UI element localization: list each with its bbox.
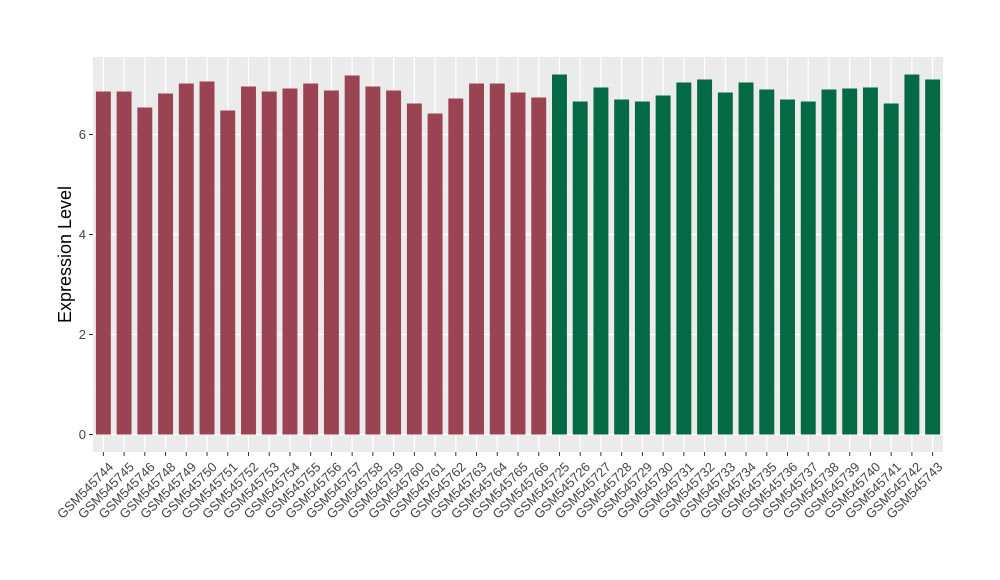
bar-GSM545744 — [95, 91, 111, 435]
bar-GSM545735 — [759, 89, 775, 435]
bar-GSM545751 — [220, 110, 236, 435]
bar-GSM545727 — [593, 87, 609, 435]
y-tick-label: 4 — [79, 227, 86, 242]
bar-GSM545761 — [427, 113, 443, 435]
bar-GSM545750 — [199, 81, 215, 435]
bar-GSM545748 — [158, 93, 174, 435]
bar-GSM545758 — [365, 86, 381, 435]
bar-GSM545759 — [386, 90, 402, 435]
bar-GSM545756 — [323, 90, 339, 435]
bar-GSM545730 — [655, 95, 671, 435]
bar-GSM545738 — [821, 89, 837, 435]
bar-GSM545760 — [406, 103, 422, 435]
bar-GSM545740 — [862, 87, 878, 435]
y-axis: 0 2 4 6 — [79, 127, 93, 442]
bar-GSM545729 — [634, 101, 650, 435]
bar-GSM545765 — [510, 92, 526, 435]
bar-GSM545752 — [241, 86, 256, 435]
bars — [95, 74, 941, 435]
bar-GSM545746 — [137, 107, 153, 435]
bar-GSM545753 — [261, 91, 277, 435]
y-tick-label: 0 — [79, 427, 86, 442]
bar-GSM545741 — [883, 103, 899, 435]
bar-GSM545734 — [738, 82, 754, 435]
y-axis-title: Expression Level — [55, 186, 75, 323]
bar-GSM545755 — [303, 83, 319, 435]
bar-GSM545732 — [697, 79, 713, 435]
bar-GSM545737 — [800, 101, 816, 435]
bar-GSM545733 — [717, 92, 733, 435]
bar-GSM545742 — [904, 74, 920, 435]
bar-GSM545731 — [676, 82, 692, 435]
bar-GSM545736 — [780, 99, 795, 435]
bar-GSM545739 — [842, 88, 858, 435]
bar-GSM545762 — [448, 98, 464, 435]
bar-GSM545764 — [489, 83, 505, 435]
y-tick-label: 6 — [79, 127, 86, 142]
y-tick-label: 2 — [79, 327, 86, 342]
x-axis: GSM545744GSM545745GSM545746GSM545748GSM5… — [54, 452, 946, 522]
bar-GSM545726 — [572, 101, 588, 435]
bar-GSM545725 — [552, 74, 567, 435]
bar-GSM545763 — [469, 83, 484, 435]
bar-GSM545745 — [116, 91, 132, 435]
bar-GSM545749 — [178, 83, 194, 435]
bar-GSM545757 — [344, 75, 360, 435]
bar-GSM545754 — [282, 88, 298, 435]
bar-GSM545766 — [531, 97, 547, 435]
bar-GSM545743 — [925, 79, 941, 435]
bar-GSM545728 — [614, 99, 630, 435]
